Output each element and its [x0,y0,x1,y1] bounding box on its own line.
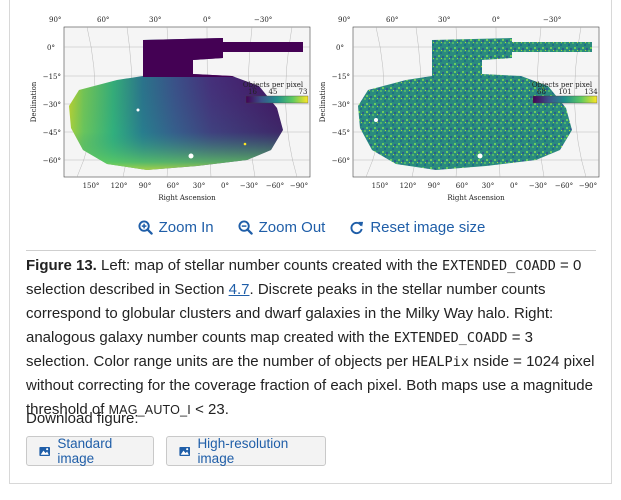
ra-tick: 30° [482,182,494,190]
image-icon [179,446,191,456]
download-label: Download figure: [26,410,139,427]
colorbar-label: Objects per pixel [243,81,304,89]
zoom-in-icon [138,219,153,235]
high-resolution-image-button[interactable]: High-resolution image [166,436,326,466]
ra-tick: 60° [456,182,468,190]
ra-tick: 150° [83,182,100,190]
ra-tick: 60° [386,16,398,24]
caption-text: = 0 selection described in Section [26,257,582,298]
colorbar-tick: 16 [248,88,257,96]
reset-size-button[interactable]: Reset image size [349,216,485,238]
ra-tick: −30° [543,16,561,24]
high-resolution-image-label: High-resolution image [197,436,289,466]
caption-text: Left: map of stellar number counts creat… [96,257,443,274]
zoom-out-button[interactable]: Zoom Out [238,216,326,238]
dec-tick: −45° [43,129,61,137]
dec-tick: 0° [47,44,55,52]
caption-text: . Discrete peaks in the stellar number c… [26,281,554,346]
ra-tick: 90° [428,182,440,190]
x-axis-label: Right Ascension [158,194,216,202]
colorbar-tick: 134 [584,88,598,96]
figure-caption: Figure 13. Left: map of stellar number c… [26,254,600,422]
stellar-counts-map[interactable]: Objects per pixel 16 45 73 90° 60° 30° 0… [27,10,312,206]
ra-tick: 60° [97,16,109,24]
ra-tick: 30° [438,16,450,24]
dec-tick: −15° [43,73,61,81]
zoom-in-button[interactable]: Zoom In [138,216,214,238]
dec-tick: −15° [332,73,350,81]
ra-tick: −90° [290,182,308,190]
ra-tick: 30° [193,182,205,190]
reset-size-label: Reset image size [370,218,486,236]
colorbar-tick: 68 [537,88,546,96]
x-axis-label: Right Ascension [447,194,505,202]
colorbar [245,95,309,104]
caption-code: MAG_AUTO_I [108,403,191,417]
zoom-out-icon [238,219,253,235]
ra-tick: 0° [203,16,211,24]
dec-tick: −60° [332,157,350,165]
ra-tick: −30° [529,182,547,190]
colorbar-label: Objects per pixel [532,81,593,89]
ra-tick: 0° [510,182,518,190]
ra-tick: −90° [579,182,597,190]
y-axis-label: Declination [30,81,38,122]
galaxy-counts-map[interactable]: Objects per pixel 68 101 134 90° 60° 30°… [316,10,606,206]
ra-tick: 0° [221,182,229,190]
ra-tick: 30° [149,16,161,24]
ra-tick: 0° [492,16,500,24]
ra-tick: 90° [49,16,61,24]
ra-tick: −30° [240,182,258,190]
caption-code: HEALPix [412,354,469,370]
ra-tick: 90° [338,16,350,24]
refresh-icon [350,221,364,234]
caption-text: = 3 selection. Color range units are the… [26,329,533,370]
colorbar-tick: 45 [269,88,278,96]
ra-tick: 90° [139,182,151,190]
ra-tick: 150° [372,182,389,190]
image-icon [39,446,50,456]
dec-tick: 0° [336,44,344,52]
dec-tick: −30° [43,101,61,109]
ra-tick: 60° [167,182,179,190]
zoom-toolbar: Zoom In Zoom Out Reset image size [10,216,613,238]
ra-tick: 120° [400,182,417,190]
figure-panel: Objects per pixel 16 45 73 90° 60° 30° 0… [9,0,612,484]
figure-label: Figure 13. [26,257,97,274]
colorbar-tick: 73 [299,88,308,96]
caption-code: EXTENDED_COADD [442,258,556,274]
caption-text: nside = 1024 pixel without correcting fo… [26,353,595,418]
standard-image-label: Standard image [57,436,113,466]
ra-tick: −60° [266,182,284,190]
dec-tick: −30° [332,101,350,109]
colorbar-tick: 101 [558,88,571,96]
zoom-out-label: Zoom Out [258,218,326,236]
ra-tick: 120° [111,182,128,190]
ra-tick: −60° [555,182,573,190]
dec-tick: −45° [332,129,350,137]
caption-text: < 23. [190,401,229,418]
section-link[interactable]: 4.7 [228,281,250,298]
y-axis-label: Declination [319,81,327,122]
caption-code: EXTENDED_COADD [393,330,508,346]
zoom-in-label: Zoom In [158,218,214,236]
ra-tick: −30° [254,16,272,24]
divider [26,250,596,251]
dec-tick: −60° [43,157,61,165]
colorbar [532,95,598,104]
standard-image-button[interactable]: Standard image [26,436,154,466]
